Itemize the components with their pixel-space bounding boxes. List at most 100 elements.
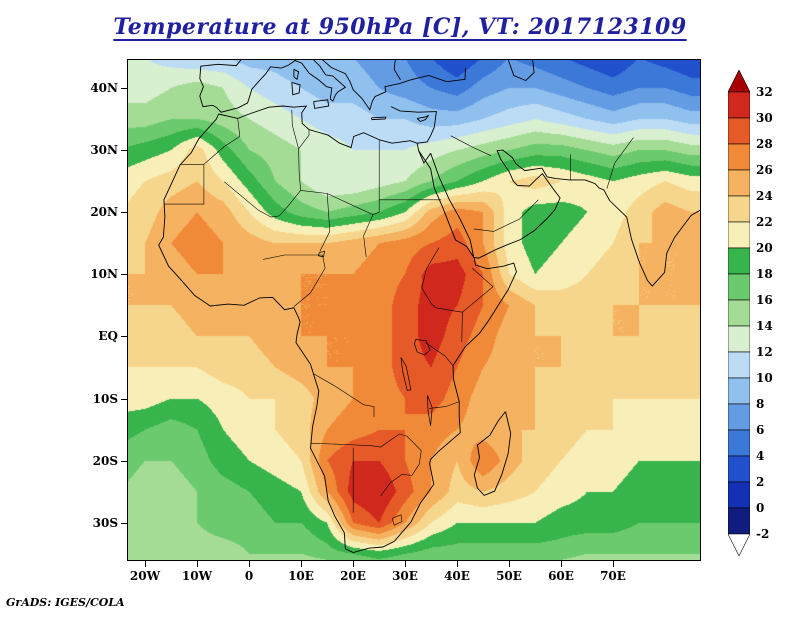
y-tick-mark — [121, 212, 127, 213]
country-border-path — [473, 199, 539, 232]
grads-attribution: GrADS: IGES/COLA — [6, 596, 125, 609]
x-tick-label: 20W — [129, 569, 161, 583]
colorbar-scale — [728, 70, 750, 556]
coastline-path — [390, 106, 437, 144]
country-border-path — [380, 473, 412, 497]
country-border-path — [425, 342, 454, 366]
colorbar-label: 12 — [756, 345, 773, 359]
x-tick-mark — [197, 561, 198, 567]
coastline-path — [294, 60, 347, 102]
colorbar-label: 6 — [756, 423, 765, 437]
country-border-path — [298, 129, 310, 191]
colorbar-label: -2 — [756, 527, 770, 541]
map-frame — [127, 59, 701, 561]
country-border-path — [363, 214, 374, 257]
coastline-path — [370, 116, 387, 121]
x-tick-label: 10W — [181, 569, 213, 583]
x-tick-mark — [405, 561, 406, 567]
country-border-path — [450, 135, 492, 156]
y-tick-label: 40N — [90, 81, 118, 95]
x-tick-mark — [457, 561, 458, 567]
x-tick-mark — [145, 561, 146, 567]
colorbar-label: 10 — [756, 371, 773, 385]
x-tick-label: 50E — [496, 569, 522, 583]
colorbar-box — [728, 325, 750, 353]
country-border-path — [370, 433, 422, 476]
coastline-path — [473, 411, 512, 496]
country-border-path — [310, 442, 371, 446]
country-border-path — [429, 401, 460, 409]
coastline-path — [418, 150, 431, 165]
country-border-path — [319, 193, 331, 252]
x-tick-label: 30E — [392, 569, 418, 583]
colorbar-label: 30 — [756, 111, 773, 125]
colorbar-box — [728, 273, 750, 301]
colorbar-box — [728, 91, 750, 119]
country-border-path — [291, 109, 299, 149]
x-tick-mark — [353, 561, 354, 567]
x-tick-label: 70E — [600, 569, 626, 583]
lake-outline-path — [400, 357, 412, 391]
y-tick-label: 10S — [92, 392, 118, 406]
page-title: Temperature at 950hPa [C], VT: 201712310… — [113, 14, 687, 40]
coastline-path — [416, 114, 429, 123]
coastline-path — [291, 81, 301, 96]
lake-outline-path — [427, 395, 433, 426]
y-tick-mark — [121, 150, 127, 151]
colorbar-box — [728, 247, 750, 275]
y-tick-mark — [121, 461, 127, 462]
colorbar-label: 2 — [756, 475, 765, 489]
colorbar-box — [728, 377, 750, 405]
y-tick-label: 30S — [92, 516, 118, 530]
x-tick-label: 40E — [444, 569, 470, 583]
colorbar-above-max-arrow — [728, 70, 750, 93]
coastline-path — [199, 60, 297, 113]
x-tick-mark — [561, 561, 562, 567]
colorbar-label: 28 — [756, 137, 773, 151]
colorbar-box — [728, 455, 750, 483]
colorbar-label: 8 — [756, 397, 765, 411]
x-tick-mark — [509, 561, 510, 567]
x-tick-label: 10E — [288, 569, 314, 583]
colorbar-label: 4 — [756, 449, 765, 463]
colorbar-below-min-arrow — [728, 533, 750, 556]
colorbar-label: 20 — [756, 241, 773, 255]
country-border-path — [421, 247, 463, 313]
coastline-path — [430, 149, 700, 287]
country-border-path — [163, 164, 205, 205]
country-border-path — [203, 118, 241, 165]
country-border-path — [391, 514, 403, 526]
country-border-path — [300, 190, 380, 216]
colorbar-label: 14 — [756, 319, 773, 333]
colorbar-label: 18 — [756, 267, 773, 281]
colorbar-box — [728, 221, 750, 249]
colorbar-box — [728, 351, 750, 379]
temperature-heatmap-canvas — [128, 60, 700, 560]
coastline-path — [393, 60, 401, 81]
y-tick-mark — [121, 523, 127, 524]
colorbar-label: 26 — [756, 163, 773, 177]
y-tick-label: EQ — [98, 329, 118, 343]
x-tick-label: 20E — [340, 569, 366, 583]
colorbar-box — [728, 143, 750, 171]
colorbar-box — [728, 429, 750, 457]
coastlines-overlay — [158, 60, 700, 553]
country-border-path — [293, 254, 326, 307]
colorbar-box — [728, 299, 750, 327]
country-border-path — [461, 312, 463, 343]
coastline-path — [313, 99, 330, 109]
x-tick-mark — [301, 561, 302, 567]
y-tick-mark — [121, 88, 127, 89]
x-tick-mark — [613, 561, 614, 567]
country-border-path — [606, 137, 634, 189]
y-tick-mark — [121, 274, 127, 275]
country-border-path — [313, 373, 375, 418]
y-tick-label: 20N — [90, 205, 118, 219]
y-tick-label: 30N — [90, 143, 118, 157]
colorbar-box — [728, 117, 750, 145]
y-tick-mark — [121, 336, 127, 337]
lake-outline-path — [414, 339, 431, 356]
country-border-path — [263, 254, 323, 260]
colorbar-label: 24 — [756, 189, 773, 203]
